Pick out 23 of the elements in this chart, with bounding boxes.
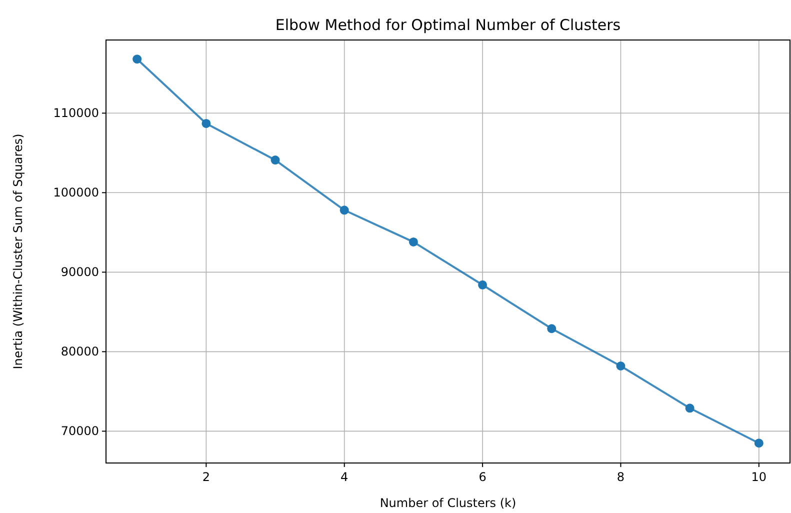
x-axis-title: Number of Clusters (k)	[380, 496, 516, 510]
point	[202, 118, 211, 128]
y-axis-title: Inertia (Within-Cluster Sum of Squares)	[11, 134, 25, 370]
point	[478, 280, 488, 290]
chart-title: Elbow Method for Optimal Number of Clusters	[275, 16, 621, 34]
point	[754, 438, 764, 448]
y-tick-label: 80000	[60, 344, 99, 359]
y-tick-label: 90000	[60, 265, 99, 280]
y-tick-label: 70000	[60, 424, 99, 438]
point	[132, 54, 142, 64]
x-tick-label: 4	[340, 470, 348, 484]
point	[616, 361, 626, 370]
x-tick-label: 6	[478, 470, 486, 484]
y-tick-label: 100000	[53, 186, 99, 200]
x-tick-label: 2	[202, 470, 210, 484]
y-tick-label: 110000	[53, 106, 99, 120]
point	[547, 324, 556, 334]
point	[408, 237, 418, 246]
point	[270, 156, 280, 165]
x-tick-label: 10	[751, 470, 767, 484]
x-tick-label: 8	[616, 470, 625, 484]
point	[340, 206, 349, 215]
point	[685, 404, 694, 413]
